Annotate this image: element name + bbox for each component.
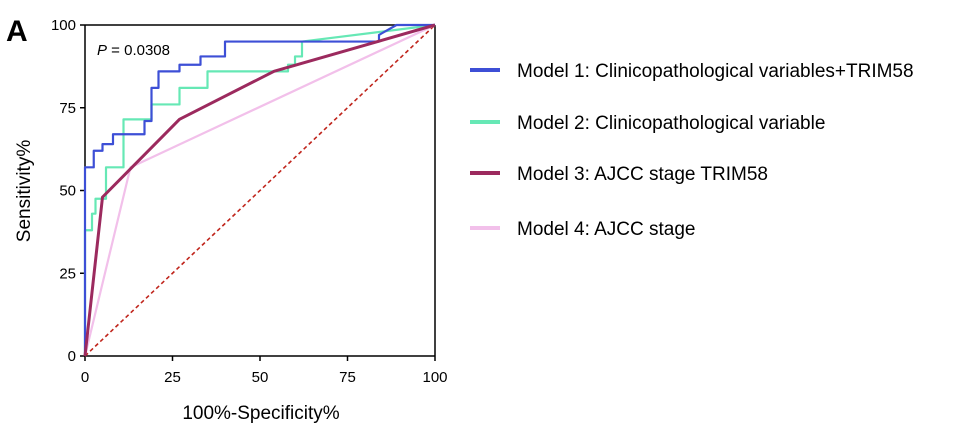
legend: Model 1: Clinicopathological variables+T… (470, 61, 914, 240)
legend-item-model-2: Model 2: Clinicopathological variable (470, 113, 825, 134)
x-tick-label: 0 (81, 369, 89, 386)
plot-area: 0 25 50 75 100 0 25 50 75 100 (51, 17, 448, 386)
legend-item-model-3: Model 3: AJCC stage TRIM58 (470, 164, 768, 185)
x-tick-label: 75 (339, 369, 356, 386)
y-tick-label: 0 (68, 348, 76, 365)
p-value-text: = 0.0308 (107, 42, 170, 59)
legend-label: Model 3: AJCC stage TRIM58 (517, 164, 768, 185)
legend-label: Model 4: AJCC stage (517, 219, 695, 240)
y-axis-label: Sensitivity% (14, 140, 35, 243)
x-tick-label: 50 (252, 369, 269, 386)
legend-item-model-4: Model 4: AJCC stage (470, 219, 695, 240)
p-value-annotation: P = 0.0308 (97, 42, 170, 59)
x-ticks: 0 25 50 75 100 (81, 356, 448, 386)
legend-label: Model 1: Clinicopathological variables+T… (517, 61, 914, 82)
legend-label: Model 2: Clinicopathological variable (517, 113, 825, 134)
y-tick-label: 100 (51, 17, 76, 34)
panel-label: A (6, 15, 28, 48)
y-tick-label: 50 (59, 183, 76, 200)
roc-series-group (83, 23, 436, 357)
x-tick-label: 25 (164, 369, 181, 386)
p-value-prefix: P (97, 42, 107, 59)
series-line-model-1 (83, 23, 435, 356)
y-tick-label: 25 (59, 265, 76, 282)
reference-diagonal-line (84, 24, 436, 357)
x-tick-label: 100 (422, 369, 447, 386)
y-tick-label: 75 (59, 100, 76, 117)
y-ticks: 0 25 50 75 100 (51, 17, 85, 365)
x-axis-label: 100%-Specificity% (182, 403, 339, 424)
legend-item-model-1: Model 1: Clinicopathological variables+T… (470, 61, 914, 82)
series-line-model-3 (83, 23, 436, 357)
